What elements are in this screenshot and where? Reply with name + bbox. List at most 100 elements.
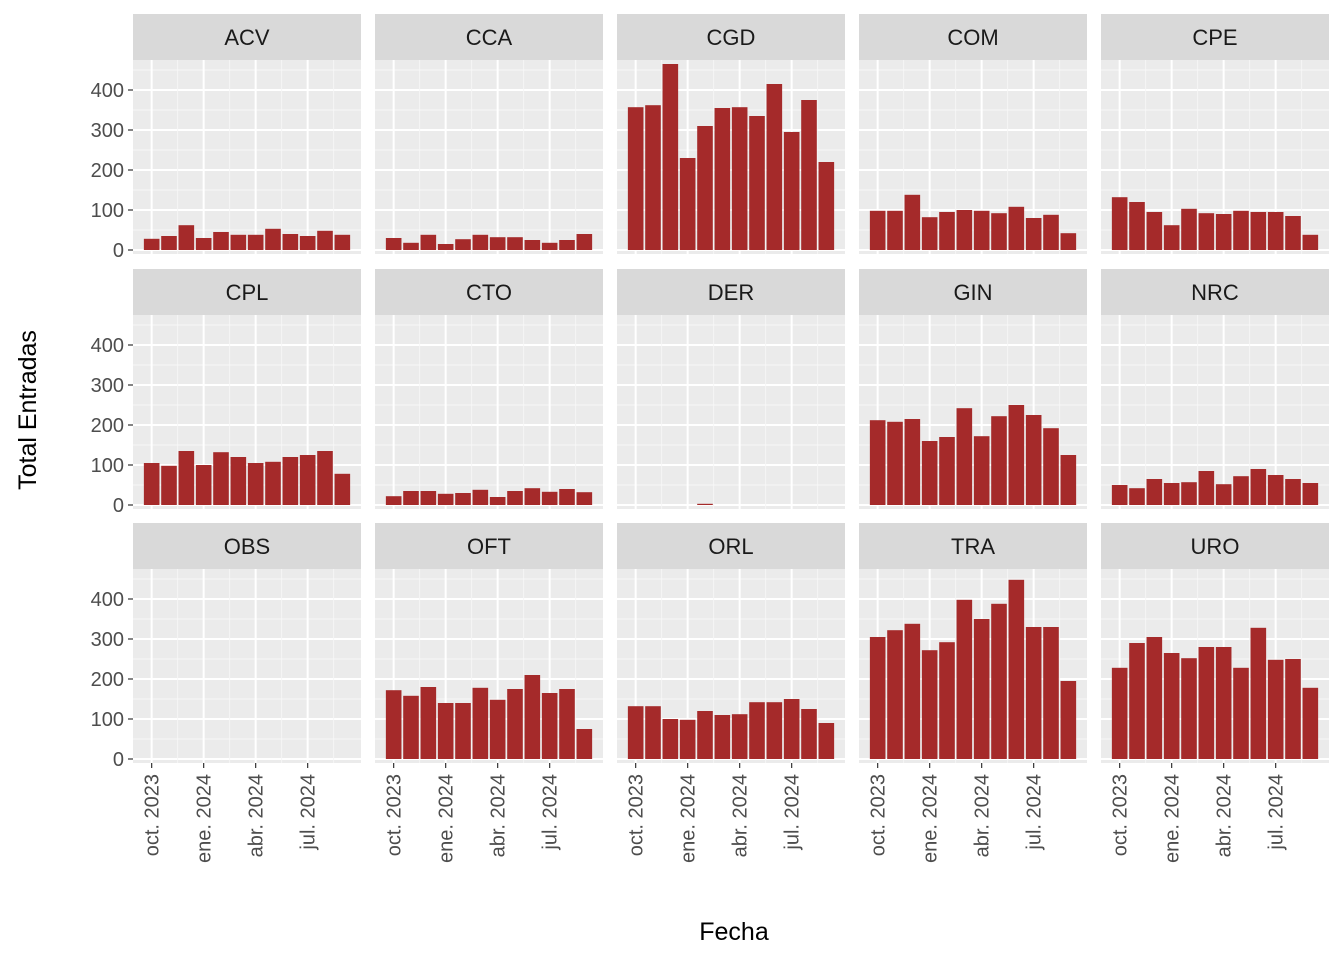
- y-tick-label: 0: [113, 240, 124, 262]
- bar: [472, 489, 489, 505]
- bar: [1302, 687, 1319, 759]
- bar: [161, 236, 177, 250]
- panel-background: [617, 315, 845, 509]
- x-tick-label: jul. 2024: [1024, 774, 1046, 851]
- bar: [317, 230, 333, 250]
- bar: [904, 194, 921, 250]
- bar: [576, 492, 593, 505]
- x-tick-label: abr. 2024: [730, 774, 752, 857]
- bar: [1250, 212, 1267, 250]
- bar: [437, 493, 454, 505]
- bar: [178, 225, 195, 250]
- panel-background: [133, 569, 361, 763]
- bar: [697, 503, 713, 505]
- x-tick-label: oct. 2023: [626, 774, 648, 856]
- x-tick-label: ene. 2024: [678, 774, 700, 863]
- y-tick-label: 300: [91, 120, 124, 142]
- bar: [507, 491, 523, 505]
- x-tick-label: ene. 2024: [1162, 774, 1184, 863]
- bar: [403, 695, 419, 759]
- bar: [472, 687, 489, 759]
- bar: [247, 463, 264, 505]
- y-tick-label: 400: [91, 335, 124, 357]
- facet-strip-label: ORL: [708, 534, 753, 559]
- bar: [334, 234, 351, 250]
- bar: [1198, 213, 1215, 250]
- bar: [1025, 218, 1042, 250]
- facet-strip: [617, 14, 845, 60]
- bar: [869, 420, 886, 505]
- y-axis-title: Total Entradas: [14, 330, 42, 490]
- bar: [1198, 647, 1215, 759]
- bar: [662, 719, 679, 759]
- bar: [1008, 579, 1025, 759]
- bar: [230, 457, 247, 505]
- bar: [1267, 659, 1284, 759]
- facet-com: COM: [859, 14, 1087, 254]
- y-tick-label: 300: [91, 375, 124, 397]
- facet-gin: GIN: [859, 269, 1087, 509]
- facet-strip: [617, 269, 845, 315]
- bar: [766, 702, 783, 759]
- facet-strip: [1101, 523, 1329, 569]
- bar: [1181, 482, 1197, 505]
- x-tick-label: jul. 2024: [782, 774, 804, 851]
- x-tick-label: ene. 2024: [194, 774, 216, 863]
- bar: [541, 491, 558, 505]
- bar: [766, 84, 783, 250]
- y-tick-label: 100: [91, 455, 124, 477]
- bar: [299, 455, 316, 505]
- bar: [299, 236, 316, 250]
- bar: [403, 491, 419, 505]
- bar: [749, 116, 765, 250]
- bar: [679, 158, 696, 250]
- y-tick-label: 300: [91, 629, 124, 651]
- bar: [420, 491, 437, 505]
- y-tick-label: 100: [91, 709, 124, 731]
- bar: [385, 690, 402, 759]
- bar: [524, 675, 541, 759]
- facet-strip: [1101, 269, 1329, 315]
- facet-strip-label: URO: [1191, 534, 1240, 559]
- bar: [1198, 471, 1215, 505]
- facet-panels: ACV CCA CGD COM CPE CPL CTO DER GIN NRC OBS OFT ORL T…: [133, 14, 1329, 763]
- bar: [507, 237, 523, 250]
- bar: [524, 488, 541, 505]
- y-tick-label: 400: [91, 80, 124, 102]
- bar: [921, 217, 938, 250]
- bar: [887, 210, 903, 250]
- facet-strip: [133, 14, 361, 60]
- facet-strip: [375, 523, 603, 569]
- bar: [265, 461, 281, 505]
- facet-cto: CTO: [375, 269, 603, 509]
- bar: [541, 242, 558, 250]
- bar: [559, 489, 575, 505]
- bar: [1025, 415, 1042, 505]
- bar: [1233, 476, 1249, 505]
- x-tick-label: abr. 2024: [972, 774, 994, 857]
- facet-strip-label: OBS: [224, 534, 270, 559]
- bar: [627, 107, 644, 250]
- facet-strip-label: ACV: [224, 25, 270, 50]
- bar: [455, 239, 471, 250]
- facet-strip-label: COM: [947, 25, 998, 50]
- bar: [403, 242, 419, 250]
- bar: [869, 210, 886, 250]
- x-tick-label: abr. 2024: [246, 774, 268, 857]
- bar: [143, 463, 160, 505]
- bar: [524, 240, 541, 250]
- x-tick-label: jul. 2024: [540, 774, 562, 851]
- x-tick-label: jul. 2024: [298, 774, 320, 851]
- facet-acv: ACV: [133, 14, 361, 254]
- facet-strip-label: CPL: [226, 280, 269, 305]
- facet-cgd: CGD: [617, 14, 845, 254]
- bar: [887, 421, 903, 505]
- bar: [731, 107, 748, 250]
- bar: [714, 108, 731, 250]
- bar: [559, 689, 575, 759]
- facet-strip-label: CTO: [466, 280, 512, 305]
- facet-strip-label: CCA: [466, 25, 513, 50]
- bar: [230, 234, 247, 250]
- bar: [178, 451, 195, 505]
- x-axis-title: Fecha: [699, 918, 769, 946]
